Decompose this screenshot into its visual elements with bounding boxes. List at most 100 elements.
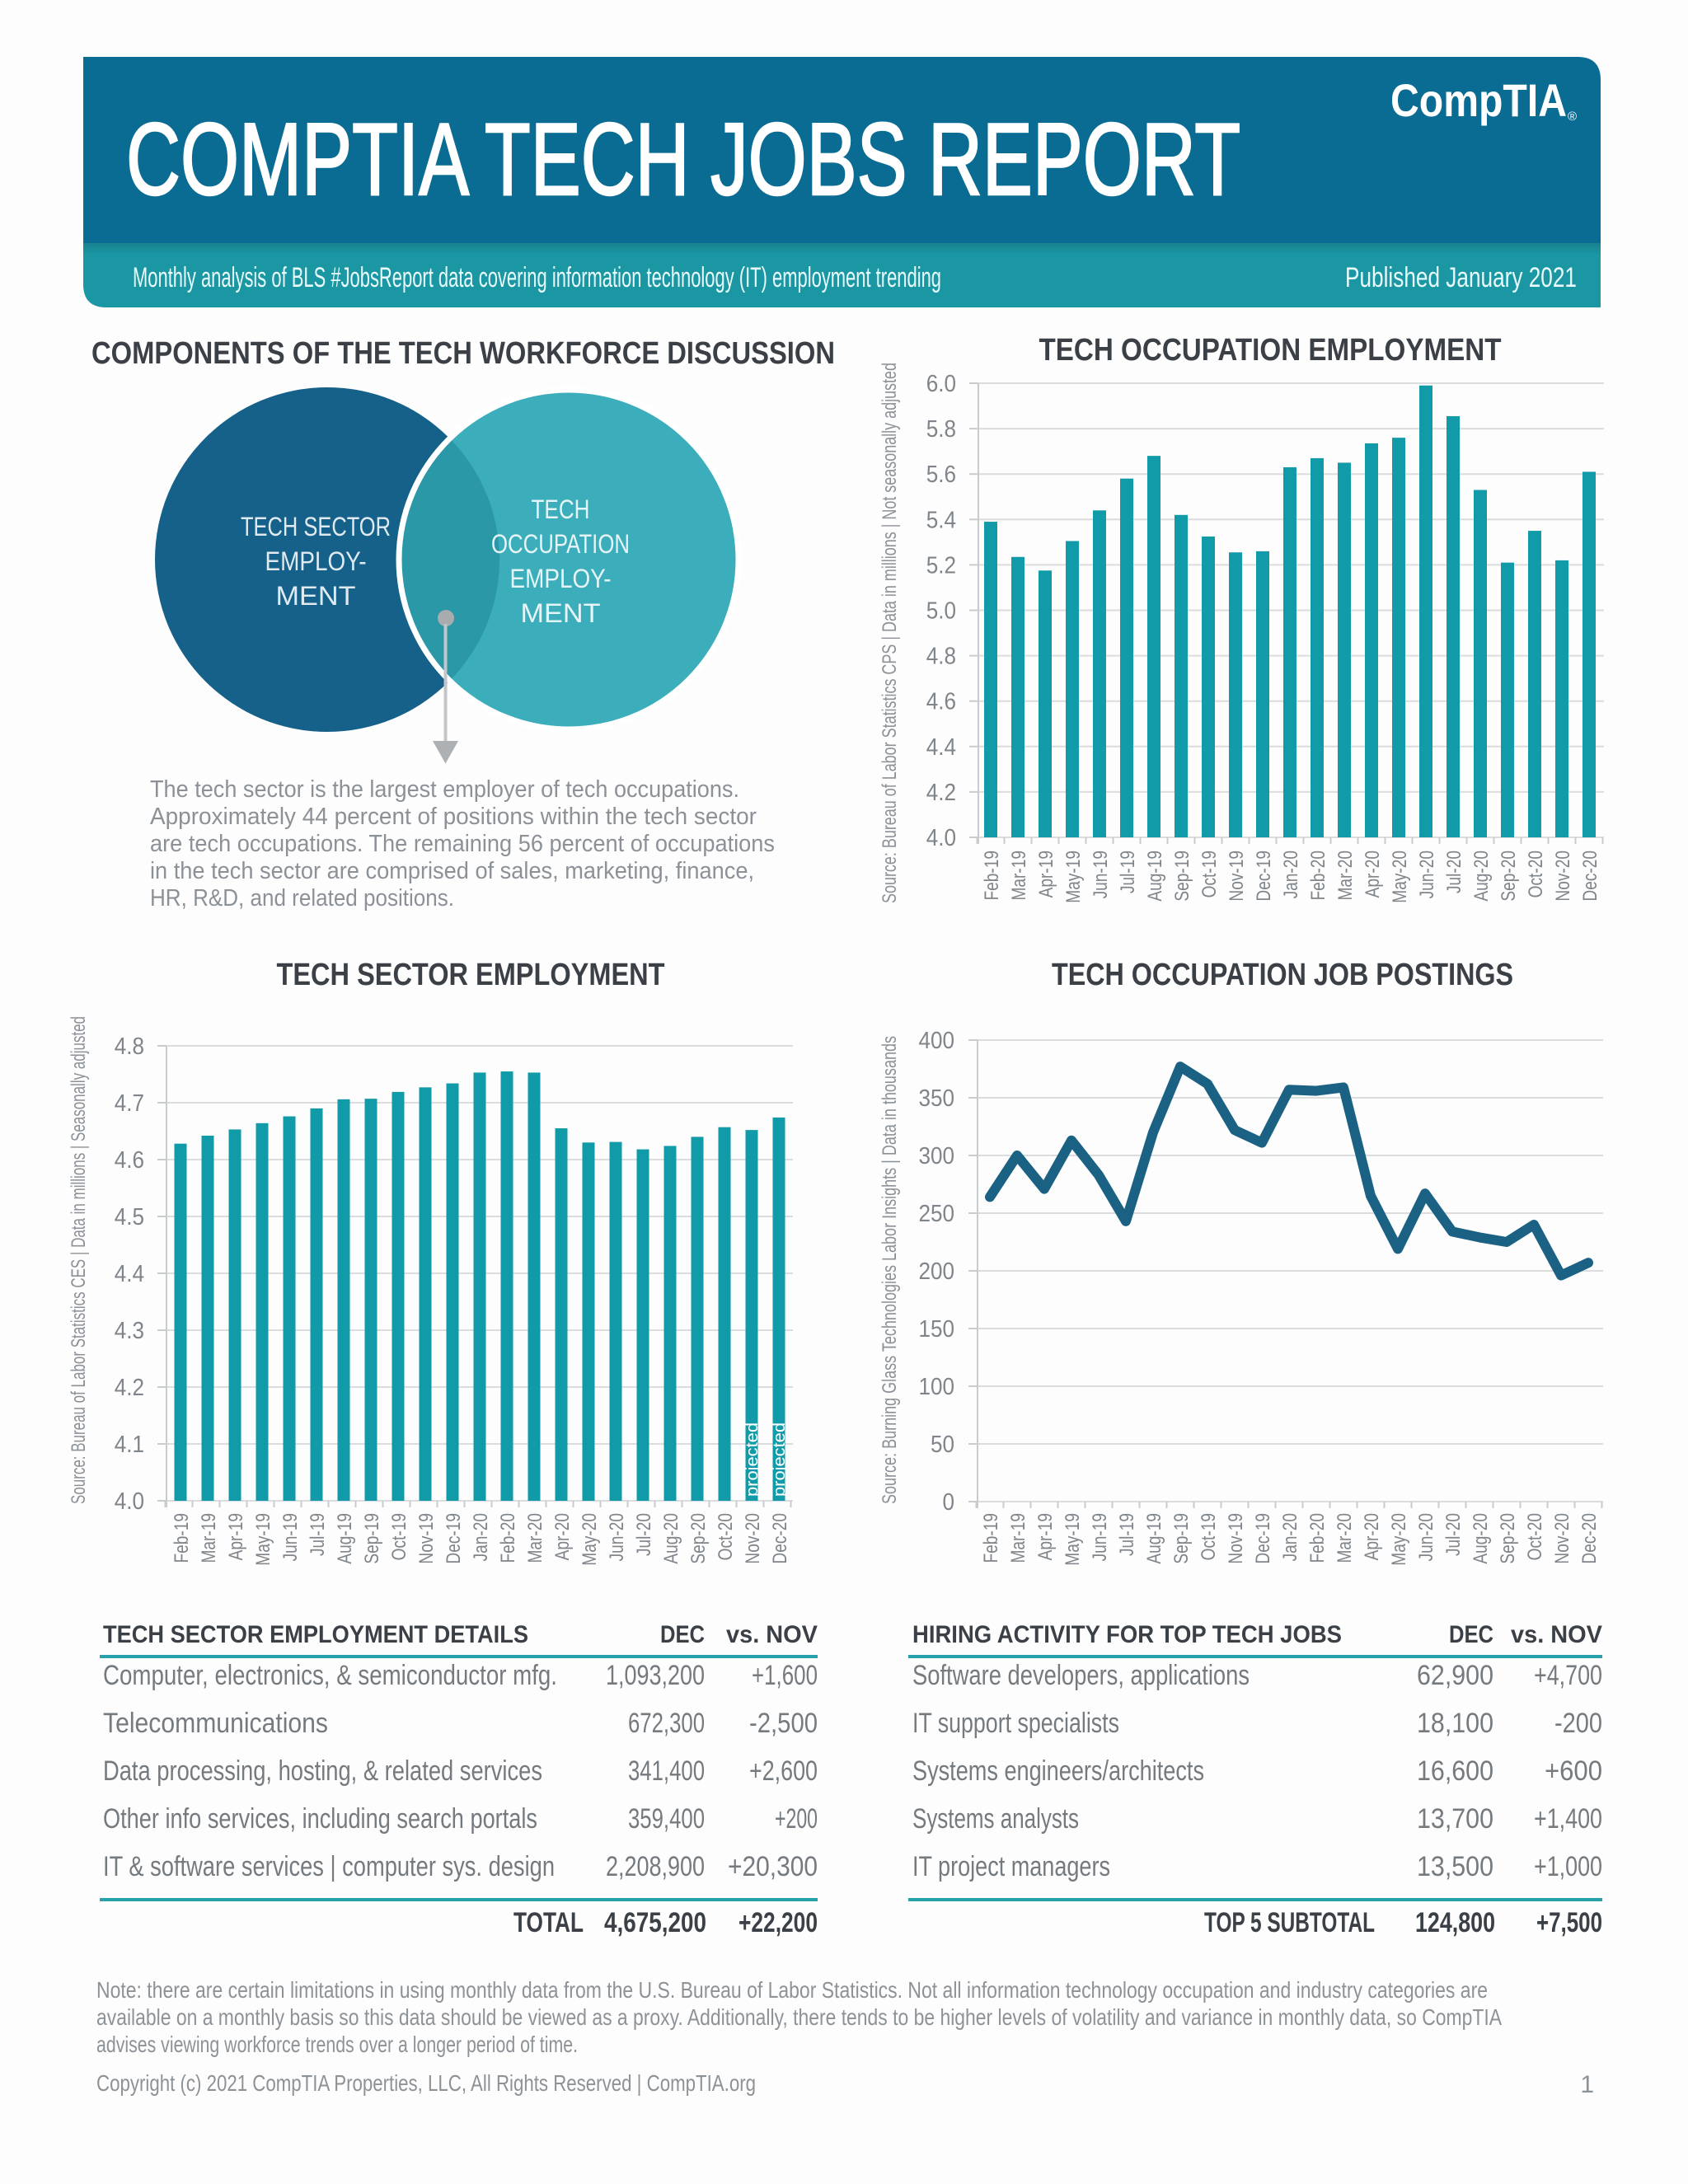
svg-text:Copyright (c) 2021 CompTIA Pro: Copyright (c) 2021 CompTIA Properties, L…: [96, 2070, 756, 2096]
svg-text:DEC: DEC: [660, 1621, 705, 1648]
svg-text:5.0: 5.0: [926, 598, 956, 625]
svg-text:Oct-19: Oct-19: [1198, 851, 1221, 898]
svg-text:The tech sector is the largest: The tech sector is the largest employer …: [150, 776, 739, 803]
svg-text:4.6: 4.6: [926, 689, 956, 715]
svg-text:Mar-20: Mar-20: [524, 1513, 546, 1563]
svg-text:Jul-19: Jul-19: [1116, 1513, 1138, 1556]
svg-text:Dec-19: Dec-19: [1253, 851, 1275, 902]
svg-text:Apr-20: Apr-20: [1361, 1513, 1383, 1560]
svg-text:13,700: 13,700: [1417, 1803, 1493, 1835]
svg-text:4,675,200: 4,675,200: [604, 1907, 706, 1938]
svg-text:May-19: May-19: [1062, 1513, 1084, 1566]
svg-text:Apr-19: Apr-19: [1034, 1513, 1057, 1560]
svg-text:Jun-19: Jun-19: [279, 1513, 302, 1561]
svg-text:Feb-20: Feb-20: [497, 1513, 519, 1563]
svg-text:OCCUPATION: OCCUPATION: [491, 529, 630, 559]
svg-text:TOP 5 SUBTOTAL: TOP 5 SUBTOTAL: [1204, 1907, 1375, 1938]
svg-text:4.8: 4.8: [926, 644, 956, 670]
svg-text:Dec-20: Dec-20: [769, 1513, 791, 1564]
svg-text:Nov-20: Nov-20: [742, 1513, 764, 1564]
svg-text:Dec-20: Dec-20: [1578, 1513, 1601, 1564]
svg-text:+20,300: +20,300: [728, 1851, 818, 1882]
svg-text:Data processing, hosting, & re: Data processing, hosting, & related serv…: [103, 1755, 542, 1787]
svg-text:62,900: 62,900: [1417, 1660, 1493, 1691]
svg-text:Dec-19: Dec-19: [443, 1513, 465, 1564]
svg-text:EMPLOY-: EMPLOY-: [510, 564, 612, 593]
svg-text:300: 300: [919, 1143, 955, 1169]
svg-text:18,100: 18,100: [1417, 1708, 1493, 1739]
svg-text:4.1: 4.1: [115, 1432, 144, 1458]
svg-text:+4,700: +4,700: [1534, 1660, 1602, 1691]
svg-text:TECH: TECH: [532, 494, 590, 524]
svg-text:Software developers, applicati: Software developers, applications: [912, 1660, 1250, 1691]
svg-text:Aug-20: Aug-20: [1470, 1513, 1492, 1564]
svg-text:+7,500: +7,500: [1536, 1907, 1602, 1938]
svg-text:TECH OCCUPATION JOB POSTINGS: TECH OCCUPATION JOB POSTINGS: [1052, 958, 1513, 992]
svg-text:Feb-20: Feb-20: [1306, 1513, 1329, 1563]
svg-text:Oct-20: Oct-20: [1525, 851, 1547, 898]
svg-text:Jun-20: Jun-20: [1415, 1513, 1437, 1561]
svg-text:50: 50: [931, 1432, 954, 1458]
svg-text:+1,000: +1,000: [1534, 1851, 1602, 1882]
svg-text:Jun-19: Jun-19: [1090, 851, 1112, 898]
svg-text:350: 350: [919, 1085, 955, 1112]
svg-text:May-20: May-20: [1388, 1513, 1410, 1566]
svg-text:4.0: 4.0: [926, 825, 956, 851]
svg-text:Systems analysts: Systems analysts: [912, 1803, 1079, 1835]
svg-text:124,800: 124,800: [1415, 1907, 1495, 1938]
svg-text:DEC: DEC: [1449, 1621, 1493, 1648]
svg-text:Nov-19: Nov-19: [415, 1513, 438, 1564]
svg-text:341,400: 341,400: [628, 1755, 705, 1787]
svg-text:4.7: 4.7: [115, 1090, 144, 1117]
svg-text:May-20: May-20: [1389, 851, 1411, 903]
svg-text:4.0: 4.0: [115, 1488, 144, 1515]
svg-text:16,600: 16,600: [1417, 1755, 1493, 1787]
svg-text:250: 250: [919, 1201, 955, 1227]
svg-text:Aug-20: Aug-20: [1470, 851, 1493, 902]
svg-text:CompTIA: CompTIA: [1390, 74, 1567, 126]
svg-text:Oct-20: Oct-20: [1524, 1513, 1546, 1560]
svg-text:4.8: 4.8: [115, 1033, 144, 1060]
svg-text:TECH OCCUPATION EMPLOYMENT: TECH OCCUPATION EMPLOYMENT: [1039, 333, 1502, 368]
svg-text:Sep-20: Sep-20: [687, 1513, 710, 1564]
svg-text:IT project managers: IT project managers: [912, 1851, 1110, 1882]
svg-text:Aug-19: Aug-19: [1143, 1513, 1165, 1564]
svg-text:vs. NOV: vs. NOV: [1511, 1621, 1602, 1648]
svg-text:May-19: May-19: [1062, 851, 1085, 903]
svg-text:Nov-19: Nov-19: [1225, 1513, 1247, 1564]
svg-text:Apr-19: Apr-19: [1035, 851, 1057, 898]
svg-text:Published January 2021: Published January 2021: [1345, 262, 1577, 293]
svg-text:+22,200: +22,200: [738, 1907, 818, 1938]
svg-text:4.3: 4.3: [115, 1318, 144, 1344]
svg-text:Mar-19: Mar-19: [198, 1513, 220, 1563]
svg-text:4.2: 4.2: [926, 780, 956, 806]
svg-text:0: 0: [943, 1489, 955, 1516]
svg-text:Oct-20: Oct-20: [715, 1513, 737, 1560]
svg-text:TECH SECTOR EMPLOYMENT: TECH SECTOR EMPLOYMENT: [277, 958, 665, 992]
svg-text:Jan-20: Jan-20: [1279, 1513, 1301, 1561]
svg-text:1,093,200: 1,093,200: [606, 1660, 705, 1691]
svg-text:Other info services, including: Other info services, including search po…: [103, 1803, 537, 1835]
svg-text:Jun-20: Jun-20: [1416, 851, 1438, 898]
svg-text:Sep-19: Sep-19: [1171, 851, 1193, 902]
svg-text:4.4: 4.4: [115, 1261, 144, 1287]
svg-text:5.4: 5.4: [926, 507, 956, 533]
svg-text:Jul-20: Jul-20: [1443, 851, 1465, 893]
svg-text:IT & software services | compu: IT & software services | computer sys. d…: [103, 1851, 555, 1882]
svg-text:Source: Bureau of Labor Statis: Source: Bureau of Labor Statistics CES |…: [68, 1016, 90, 1504]
svg-text:400: 400: [919, 1028, 955, 1054]
svg-text:Jul-20: Jul-20: [1442, 1513, 1465, 1556]
svg-text:+2,600: +2,600: [749, 1755, 818, 1787]
svg-text:Nov-19: Nov-19: [1226, 851, 1248, 902]
svg-text:Note: there are certain limita: Note: there are certain limitations in u…: [96, 1977, 1488, 2003]
svg-text:2,208,900: 2,208,900: [606, 1851, 705, 1882]
svg-text:+1,400: +1,400: [1534, 1803, 1602, 1835]
svg-text:Jan-20: Jan-20: [1280, 851, 1302, 898]
svg-text:Aug-20: Aug-20: [660, 1513, 682, 1564]
svg-text:Jul-20: Jul-20: [633, 1513, 655, 1556]
svg-text:May-19: May-19: [252, 1513, 274, 1566]
svg-text:Jul-19: Jul-19: [307, 1513, 329, 1556]
svg-text:MENT: MENT: [276, 581, 356, 611]
svg-text:Nov-20: Nov-20: [1552, 851, 1574, 902]
svg-text:Feb-19: Feb-19: [171, 1513, 193, 1563]
